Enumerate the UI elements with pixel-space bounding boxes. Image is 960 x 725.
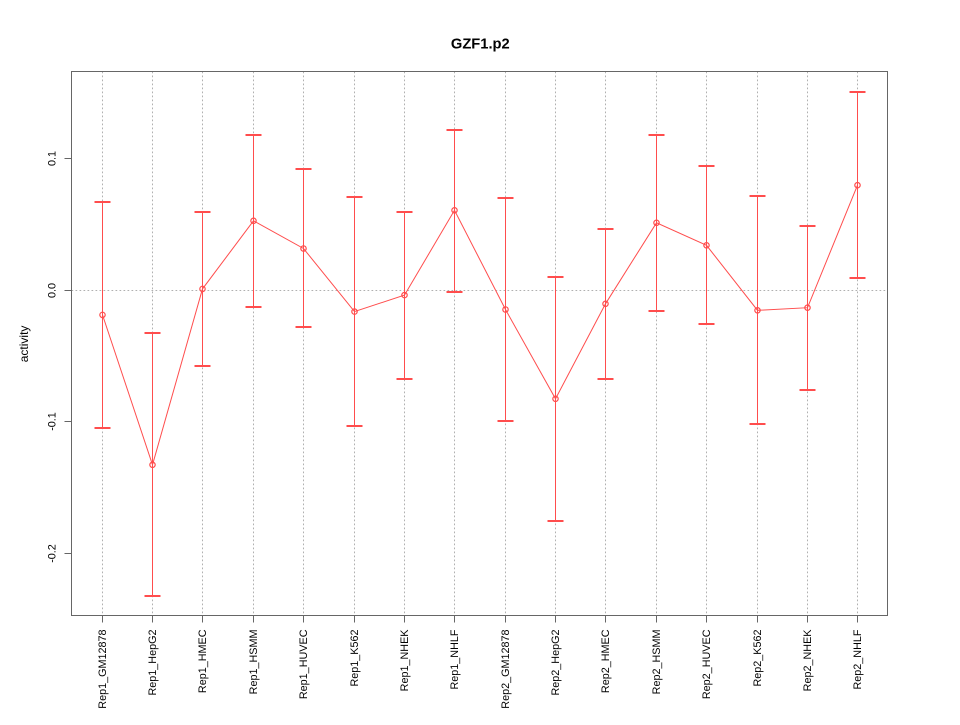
svg-text:Rep1_HUVEC: Rep1_HUVEC: [298, 629, 310, 699]
svg-text:Rep1_GM12878: Rep1_GM12878: [97, 630, 109, 709]
svg-text:-0.2: -0.2: [47, 544, 59, 563]
svg-text:0.1: 0.1: [47, 151, 59, 166]
svg-text:Rep1_K562: Rep1_K562: [349, 630, 361, 687]
svg-text:0.0: 0.0: [47, 283, 59, 298]
svg-text:Rep2_NHEK: Rep2_NHEK: [802, 629, 814, 692]
svg-text:Rep2_HMEC: Rep2_HMEC: [600, 629, 612, 693]
svg-text:Rep1_HMEC: Rep1_HMEC: [197, 629, 209, 693]
svg-text:Rep1_HSMM: Rep1_HSMM: [248, 630, 260, 695]
svg-text:activity: activity: [17, 326, 31, 363]
svg-text:Rep2_K562: Rep2_K562: [752, 630, 764, 687]
svg-text:Rep1_NHLF: Rep1_NHLF: [449, 629, 461, 689]
svg-text:Rep2_GM12878: Rep2_GM12878: [500, 630, 512, 709]
svg-text:GZF1.p2: GZF1.p2: [451, 36, 510, 52]
svg-text:Rep1_HepG2: Rep1_HepG2: [147, 630, 159, 696]
svg-text:Rep2_NHLF: Rep2_NHLF: [852, 629, 864, 689]
svg-text:Rep2_HSMM: Rep2_HSMM: [651, 630, 663, 695]
svg-text:-0.1: -0.1: [47, 412, 59, 431]
svg-text:Rep2_HUVEC: Rep2_HUVEC: [701, 629, 713, 699]
svg-text:Rep2_HepG2: Rep2_HepG2: [550, 630, 562, 696]
svg-text:Rep1_NHEK: Rep1_NHEK: [399, 629, 411, 692]
